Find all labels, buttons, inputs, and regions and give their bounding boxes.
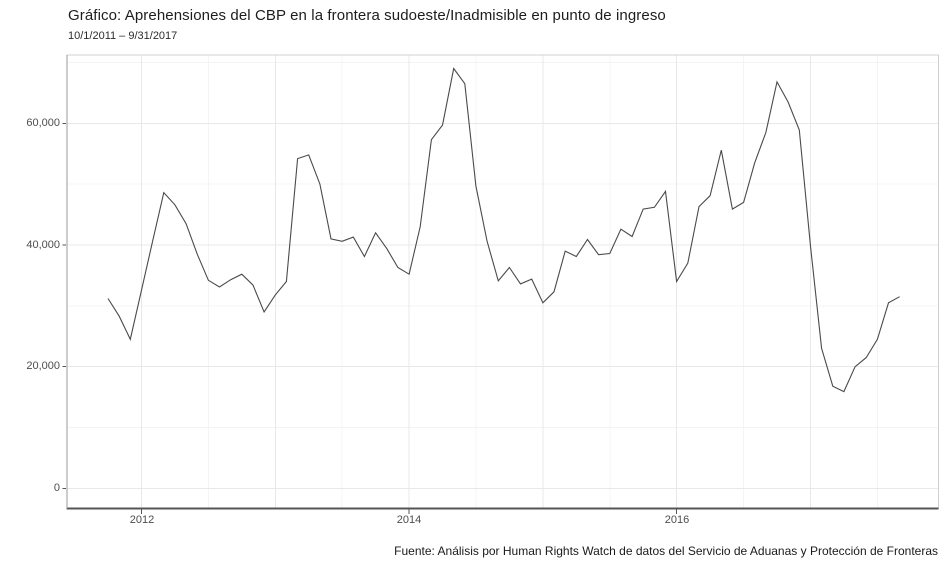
minor-gridlines [67,55,939,509]
chart-title: Gráfico: Aprehensiones del CBP en la fro… [68,7,666,24]
chart-subtitle: 10/1/2011 – 9/31/2017 [68,30,178,42]
x-axis-label-2016: 2016 [664,514,690,526]
y-axis-label-60000: 60,000 [26,117,60,129]
major-gridlines [67,55,939,509]
plot-panel [67,55,939,509]
axis-tick-marks [62,122,678,514]
panel-border [66,54,939,510]
x-axis-label-2014: 2014 [396,514,422,526]
x-axis-label-2012: 2012 [129,514,155,526]
y-axis-label-0: 0 [53,482,60,494]
y-axis-label-20000: 20,000 [26,360,60,372]
source-caption: Fuente: Análisis por Human Rights Watch … [394,544,938,558]
y-axis-label-40000: 40,000 [26,239,60,251]
data-line [107,67,900,393]
